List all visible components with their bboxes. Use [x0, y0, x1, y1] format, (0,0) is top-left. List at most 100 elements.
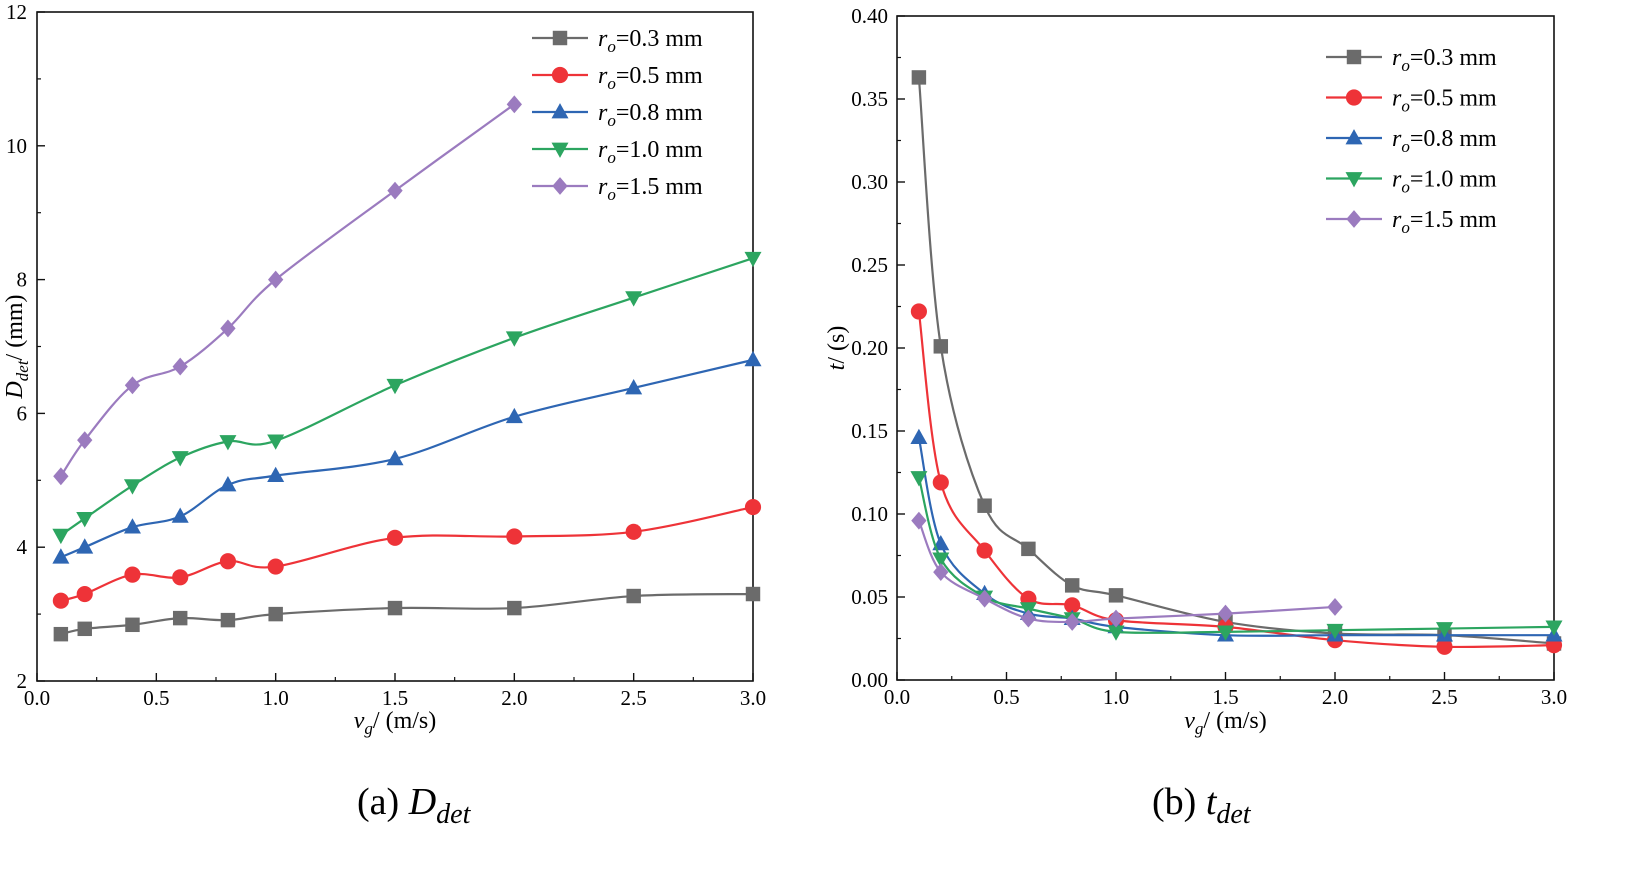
- x-tick-label: 1.0: [1103, 685, 1129, 709]
- legend-label: ro=0.8 mm: [1392, 126, 1497, 156]
- data-point: [910, 471, 928, 487]
- data-point: [506, 95, 522, 114]
- plot-frame: [896, 15, 1555, 681]
- caption-var: D: [408, 781, 436, 823]
- data-point: [1545, 620, 1563, 636]
- y-tick-label: 0.30: [851, 170, 888, 194]
- x-tick-label: 0.0: [884, 685, 910, 709]
- data-point: [933, 339, 949, 354]
- legend-rest: =1.0 mm: [1410, 167, 1497, 193]
- legend-var: r: [598, 174, 608, 200]
- data-point: [745, 586, 761, 602]
- data-point: [1436, 638, 1453, 655]
- data-point: [219, 553, 237, 570]
- legend-var: r: [1392, 207, 1402, 233]
- x-axis-label-var: v: [354, 708, 365, 734]
- data-point: [53, 626, 69, 642]
- x-tick-label: 1.5: [1212, 685, 1238, 709]
- panel-caption: (b) tdet: [1152, 781, 1252, 830]
- y-axis-label-unit: / (s): [824, 326, 850, 364]
- data-point: [386, 449, 404, 466]
- caption-var: t: [1206, 781, 1218, 823]
- data-point: [910, 303, 927, 320]
- data-point: [1108, 609, 1124, 628]
- legend-item: ro=0.8 mm: [1326, 126, 1497, 156]
- data-point: [626, 588, 641, 604]
- x-axis-label: vg/ (m/s): [354, 708, 436, 738]
- data-point: [76, 512, 94, 528]
- legend-sub: o: [607, 37, 616, 56]
- y-tick-label: 0.10: [851, 502, 888, 526]
- data-point: [744, 251, 762, 268]
- data-point: [386, 529, 404, 546]
- data-point: [76, 585, 93, 603]
- data-point: [506, 528, 523, 545]
- legend-sub: o: [1401, 218, 1410, 237]
- series-line: [60, 358, 754, 559]
- data-point: [125, 617, 140, 633]
- series-3: [52, 350, 762, 564]
- legend-var: r: [598, 26, 608, 52]
- data-point: [744, 350, 762, 367]
- legend-label: ro=0.5 mm: [598, 63, 703, 93]
- data-point: [1436, 622, 1453, 638]
- series-1: [911, 70, 1562, 651]
- caption-prefix: (b): [1152, 781, 1206, 823]
- legend-var: r: [1392, 167, 1402, 193]
- data-point: [172, 610, 188, 626]
- legend-var: r: [1392, 86, 1402, 112]
- legend-rest: =0.8 mm: [616, 100, 703, 126]
- series-5: [53, 95, 522, 486]
- data-point: [932, 552, 950, 568]
- legend-item: ro=1.0 mm: [532, 137, 703, 167]
- data-point: [123, 518, 141, 534]
- legend-marker: [1345, 129, 1363, 145]
- y-axis-label-var: t: [824, 362, 850, 370]
- data-point: [1217, 625, 1234, 641]
- data-point: [1327, 598, 1343, 616]
- x-tick-label: 1.5: [382, 686, 408, 710]
- y-tick-label: 0.25: [851, 253, 888, 277]
- y-tick-label: 6: [17, 401, 28, 425]
- y-tick-label: 0.00: [851, 668, 888, 692]
- y-axis-label-unit: / (mm): [2, 294, 28, 360]
- legend-item: ro=0.5 mm: [1326, 86, 1497, 116]
- legend-sub: o: [1401, 97, 1410, 116]
- data-point: [625, 379, 643, 395]
- legend-var: r: [598, 137, 608, 163]
- legend-var: r: [598, 63, 608, 89]
- data-point: [172, 357, 188, 376]
- x-axis-label-sub: g: [364, 719, 373, 738]
- data-point: [52, 528, 70, 545]
- caption-prefix: (a): [357, 781, 409, 823]
- legend-marker: [552, 30, 568, 46]
- x-tick-label: 2.5: [621, 686, 647, 710]
- data-point: [172, 569, 189, 586]
- x-tick-label: 2.0: [1322, 685, 1348, 709]
- series-line: [917, 77, 1555, 645]
- legend-marker: [551, 142, 569, 158]
- x-axis-label-unit: / (m/s): [1203, 708, 1266, 734]
- legend-var: r: [1392, 126, 1402, 152]
- x-tick-label: 3.0: [740, 686, 766, 710]
- legend-marker: [551, 103, 569, 119]
- data-point: [1021, 541, 1036, 557]
- data-point: [910, 428, 928, 445]
- y-tick-label: 0.40: [851, 4, 888, 28]
- legend-item: ro=0.8 mm: [532, 100, 703, 130]
- legend-item: ro=0.3 mm: [532, 26, 703, 56]
- legend-rest: =0.8 mm: [1410, 126, 1497, 152]
- x-tick-label: 2.0: [501, 686, 527, 710]
- legend-label: ro=0.3 mm: [1392, 45, 1497, 75]
- data-point: [123, 479, 141, 495]
- y-tick-label: 0.35: [851, 87, 888, 111]
- legend-marker: [1345, 172, 1363, 188]
- x-tick-label: 0.0: [24, 686, 50, 710]
- data-point: [1326, 623, 1344, 640]
- legend-label: ro=0.8 mm: [598, 100, 703, 130]
- series-4: [910, 471, 1563, 641]
- legend-rest: =0.3 mm: [1410, 45, 1497, 71]
- legend-rest: =0.5 mm: [616, 63, 703, 89]
- data-point: [744, 498, 762, 516]
